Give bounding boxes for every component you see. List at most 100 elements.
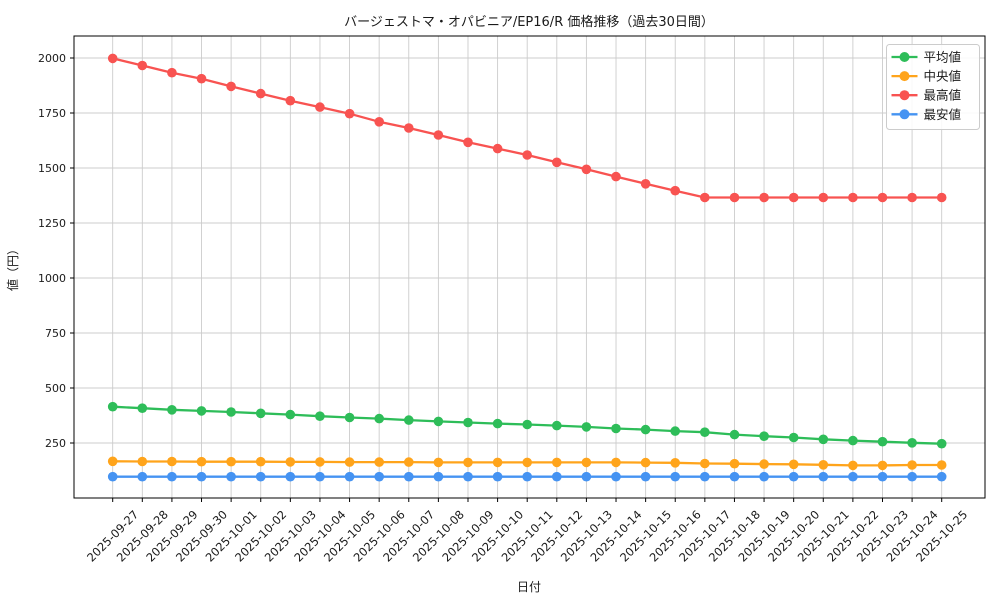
- legend-label-average: 平均値: [924, 50, 962, 65]
- data-point-average: [374, 413, 385, 424]
- data-point-median: [581, 457, 592, 468]
- data-point-max: [818, 192, 829, 203]
- data-point-min: [818, 471, 829, 482]
- data-point-max: [552, 157, 562, 168]
- data-point-average: [729, 429, 740, 440]
- data-point-average: [670, 426, 680, 436]
- data-point-max: [344, 108, 355, 119]
- data-point-max: [433, 130, 444, 140]
- y-tick-label: 1000: [38, 272, 66, 285]
- data-point-max: [404, 123, 414, 133]
- data-point-average: [315, 411, 325, 422]
- legend-marker-average: [899, 52, 910, 62]
- data-point-max: [137, 60, 148, 71]
- data-point-median: [759, 459, 769, 469]
- data-point-min: [374, 471, 385, 482]
- data-point-median: [107, 456, 118, 467]
- data-point-min: [759, 471, 769, 482]
- data-point-average: [611, 423, 621, 434]
- data-point-median: [492, 457, 503, 468]
- data-point-max: [759, 192, 769, 203]
- data-point-min: [729, 471, 740, 482]
- data-point-max: [285, 95, 296, 106]
- data-point-average: [107, 401, 118, 412]
- data-point-min: [581, 471, 592, 482]
- data-point-max: [640, 179, 651, 189]
- y-axis-label: 値（円）: [5, 243, 20, 291]
- data-point-min: [907, 471, 917, 482]
- data-point-min: [700, 471, 710, 482]
- data-point-median: [936, 460, 947, 470]
- data-point-max: [611, 171, 621, 182]
- data-point-average: [700, 427, 710, 438]
- chart-title: バージェストマ・オパビニア/EP16/R 価格推移（過去30日間）: [344, 14, 714, 30]
- data-point-min: [255, 471, 266, 482]
- legend-label-max: 最高値: [924, 88, 962, 103]
- data-point-min: [285, 471, 296, 482]
- data-point-average: [167, 405, 177, 415]
- data-point-average: [492, 418, 503, 429]
- legend-item-max: 最高値: [891, 88, 962, 103]
- legend-marker-max: [899, 90, 910, 101]
- data-point-min: [167, 471, 177, 482]
- data-point-average: [788, 432, 799, 443]
- data-point-min: [433, 471, 444, 482]
- legend-label-median: 中央値: [924, 69, 962, 84]
- data-point-min: [640, 471, 651, 482]
- data-point-max: [522, 150, 532, 160]
- data-point-max: [729, 192, 740, 203]
- data-point-average: [285, 409, 296, 420]
- data-point-max: [492, 143, 503, 154]
- data-point-average: [818, 434, 829, 445]
- data-point-max: [107, 53, 118, 64]
- axis-layer: 250500750100012501500175020002025-09-272…: [38, 35, 986, 565]
- data-point-max: [877, 192, 888, 203]
- data-point-max: [936, 192, 947, 203]
- data-point-max: [907, 192, 917, 203]
- data-point-min: [463, 471, 473, 482]
- data-point-median: [729, 458, 740, 469]
- data-point-max: [788, 192, 799, 203]
- data-point-average: [433, 416, 444, 427]
- data-point-average: [552, 420, 562, 431]
- data-point-average: [936, 438, 947, 449]
- data-point-average: [522, 419, 532, 430]
- data-point-max: [374, 117, 385, 127]
- data-point-median: [285, 457, 296, 467]
- y-tick-label: 750: [45, 327, 66, 340]
- plot-border: [73, 35, 986, 499]
- legend-item-average: 平均値: [891, 50, 962, 65]
- data-point-min: [522, 471, 532, 482]
- data-point-max: [700, 192, 710, 203]
- data-point-min: [936, 471, 947, 482]
- data-point-max: [581, 164, 592, 175]
- data-point-min: [848, 471, 858, 482]
- legend-marker-median: [899, 71, 910, 82]
- data-point-median: [788, 459, 799, 470]
- data-point-min: [552, 471, 562, 482]
- legend-label-min: 最安値: [924, 107, 962, 122]
- data-point-median: [137, 456, 148, 467]
- data-point-min: [315, 471, 325, 482]
- data-point-median: [463, 457, 473, 468]
- data-point-median: [611, 457, 621, 468]
- data-point-median: [552, 457, 562, 468]
- x-axis-label: 日付: [517, 580, 541, 594]
- data-point-average: [581, 422, 592, 432]
- data-point-median: [374, 457, 385, 467]
- data-point-min: [137, 471, 148, 482]
- data-point-average: [759, 431, 769, 442]
- data-point-average: [463, 417, 473, 428]
- legend-item-min: 最安値: [891, 107, 962, 122]
- data-point-max: [848, 192, 858, 203]
- data-point-average: [255, 408, 266, 419]
- data-point-max: [315, 102, 325, 112]
- data-point-average: [344, 412, 355, 423]
- data-point-median: [167, 456, 177, 467]
- data-point-min: [404, 471, 414, 482]
- y-tick-label: 1500: [38, 162, 66, 175]
- data-point-median: [877, 460, 888, 471]
- legend-marker-min: [899, 109, 910, 120]
- data-point-median: [315, 457, 325, 467]
